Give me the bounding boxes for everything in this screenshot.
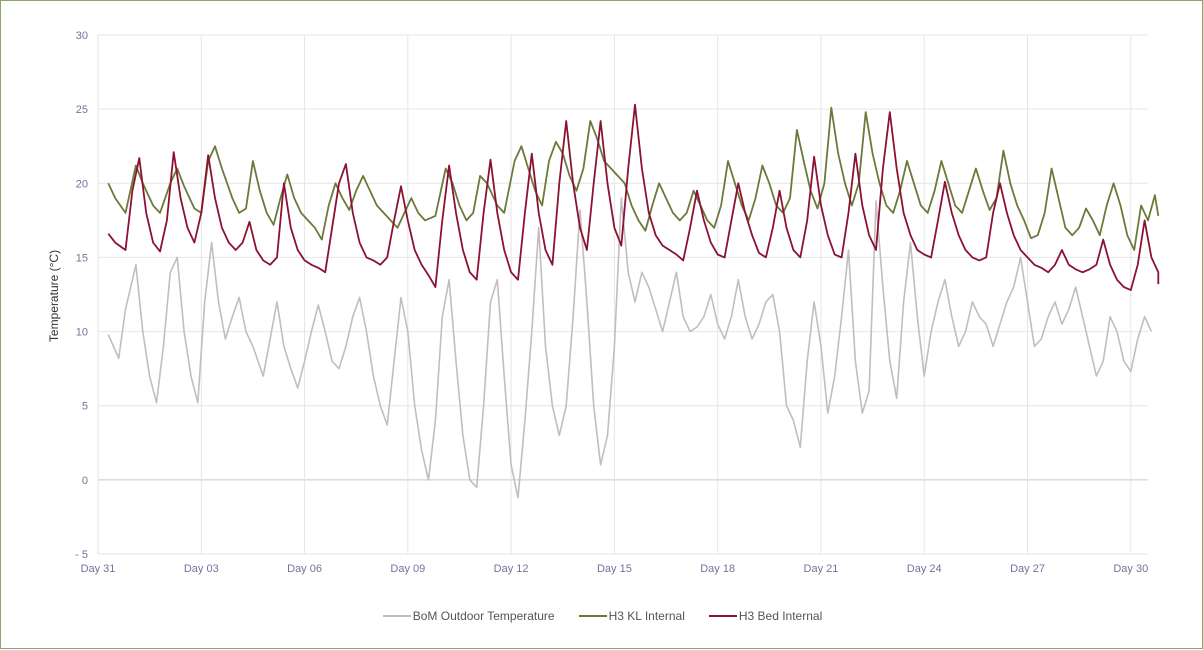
legend-label-kl: H3 KL Internal <box>608 609 685 623</box>
series-line-bom-outdoor <box>107 197 1153 499</box>
y-tick-label: 30 <box>76 30 88 42</box>
x-tick-label: Day 31 <box>81 563 116 575</box>
y-tick-label: 10 <box>76 327 88 339</box>
series-line-h3-kl-internal <box>107 106 1160 251</box>
x-tick-label: Day 09 <box>390 563 425 575</box>
y-tick-label: 0 <box>82 475 88 487</box>
x-tick-label: Day 27 <box>1010 563 1045 575</box>
x-tick-label: Day 18 <box>700 563 735 575</box>
grid <box>97 34 1148 555</box>
y-tick-label: 5 <box>82 401 88 413</box>
legend-item-bom[interactable]: BoM Outdoor Temperature <box>382 609 555 623</box>
x-tick-label: Day 03 <box>184 563 219 575</box>
x-tick-label: Day 24 <box>907 563 942 575</box>
legend-label-bom: BoM Outdoor Temperature <box>412 609 555 623</box>
y-tick-label: - 5 <box>75 549 88 561</box>
y-tick-label: 25 <box>76 104 88 116</box>
y-axis-title: Temperature (°C) <box>47 250 61 342</box>
series-lines <box>107 103 1160 499</box>
series-line-h3-bed-internal <box>107 103 1160 291</box>
x-tick-label: Day 06 <box>287 563 322 575</box>
x-tick-label: Day 15 <box>597 563 632 575</box>
y-tick-label: 20 <box>76 178 88 190</box>
x-tick-label: Day 30 <box>1113 563 1148 575</box>
legend-swatch-bed <box>708 615 737 617</box>
legend-swatch-bom <box>382 615 411 617</box>
y-tick-label: 15 <box>76 252 88 264</box>
y-tick-labels: 30 25 20 15 10 5 0 - 5 <box>75 30 88 561</box>
legend: BoM Outdoor Temperature H3 KL Internal H… <box>1 609 1203 623</box>
legend-swatch-kl <box>578 615 607 617</box>
x-tick-label: Day 12 <box>494 563 529 575</box>
x-tick-labels: Day 31 Day 03 Day 06 Day 09 Day 12 Day 15 Day … <box>81 563 1149 575</box>
legend-label-bed: H3 Bed Internal <box>738 609 823 623</box>
legend-item-bed[interactable]: H3 Bed Internal <box>708 609 823 623</box>
legend-item-kl[interactable]: H3 KL Internal <box>578 609 685 623</box>
x-tick-label: Day 21 <box>804 563 839 575</box>
